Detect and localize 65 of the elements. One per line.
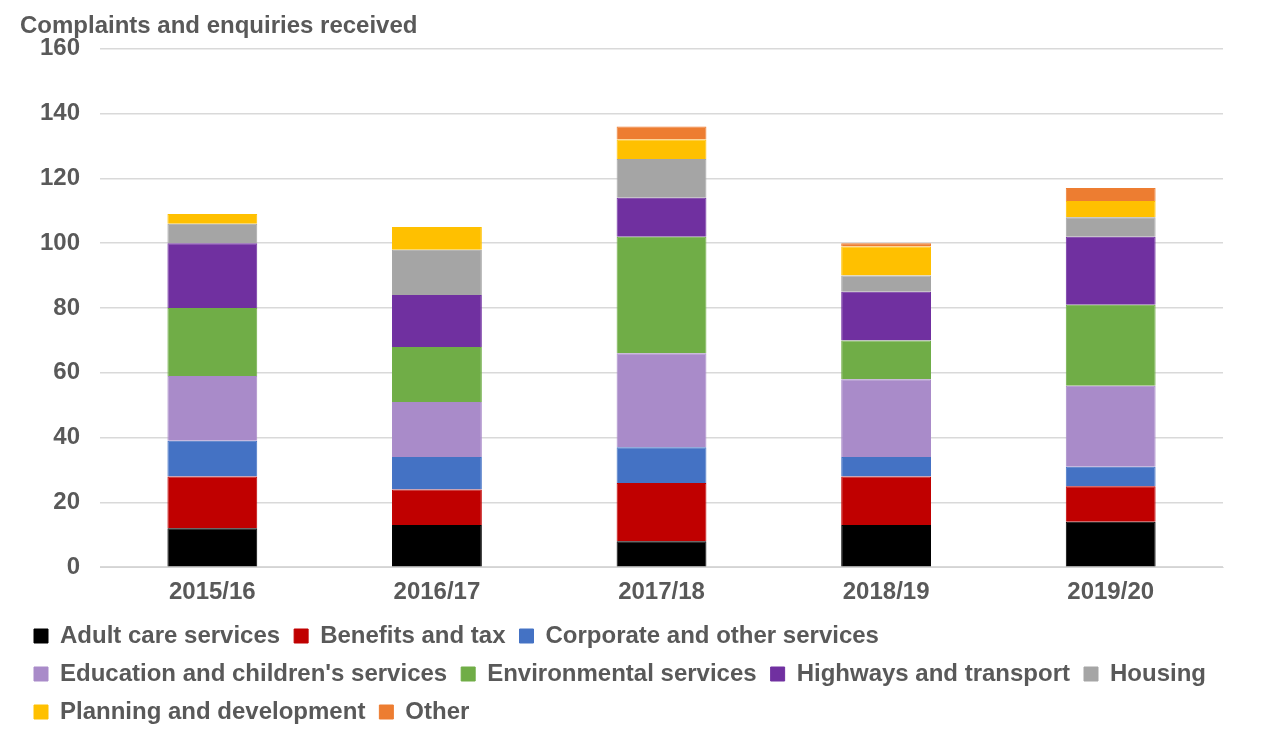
bar [392,525,482,567]
legend-label: Environmental services [487,658,757,686]
chart-title: Complaints and enquiries received [20,11,418,39]
bar [392,457,482,490]
bar [616,236,707,354]
bar [1065,236,1156,305]
bar [841,340,932,380]
bar [167,528,258,567]
y-tick-label: 140 [40,98,81,126]
bar [616,482,707,542]
y-tick-label: 80 [53,292,81,320]
bar [1065,304,1156,386]
bar [841,246,932,276]
bar [841,525,932,567]
bar [1065,188,1156,202]
bar [616,126,707,140]
legend-label: Benefits and tax [320,620,507,648]
bar [1065,486,1156,522]
bar [616,197,707,237]
bar [841,379,932,458]
bar [841,275,932,292]
y-tick-label: 100 [40,227,81,255]
bar [392,489,482,526]
bar [1065,201,1156,218]
y-tick-label: 120 [40,163,81,191]
bar [167,376,258,441]
bar [167,308,258,377]
bar [392,227,482,250]
legend-label: Corporate and other services [545,620,879,648]
x-tick-label: 2018/19 [842,577,930,605]
bar [1065,521,1156,567]
bar [841,457,932,477]
bar [841,476,932,526]
bar [1065,385,1156,467]
bar [167,243,258,308]
y-tick-label: 40 [53,422,81,450]
bar [1065,466,1156,487]
x-tick-label: 2017/18 [618,577,705,605]
bar [392,401,482,458]
bar [616,541,707,567]
y-tick-label: 20 [53,487,81,515]
bar [616,447,707,483]
legend-label: Adult care services [60,620,281,648]
y-tick-label: 0 [66,551,81,579]
bar [616,139,707,159]
bar [616,158,707,198]
x-tick-label: 2016/17 [393,577,481,605]
bar [392,295,482,347]
bar [167,214,258,224]
bar [616,353,707,448]
bar [841,291,932,341]
legend-label: Highways and transport [796,658,1071,686]
bar [1065,217,1156,237]
y-tick-label: 60 [53,357,81,385]
bar [392,249,482,296]
bar [392,346,482,402]
bar [167,476,258,529]
legend-label: Housing [1110,658,1207,686]
bar [167,440,258,477]
legend-label: Other [405,696,470,724]
legend-label: Education and children's services [60,658,448,686]
x-tick-label: 2015/16 [168,577,256,605]
legend-label: Planning and development [60,696,366,724]
bar [167,223,258,244]
x-tick-label: 2019/20 [1067,577,1155,605]
